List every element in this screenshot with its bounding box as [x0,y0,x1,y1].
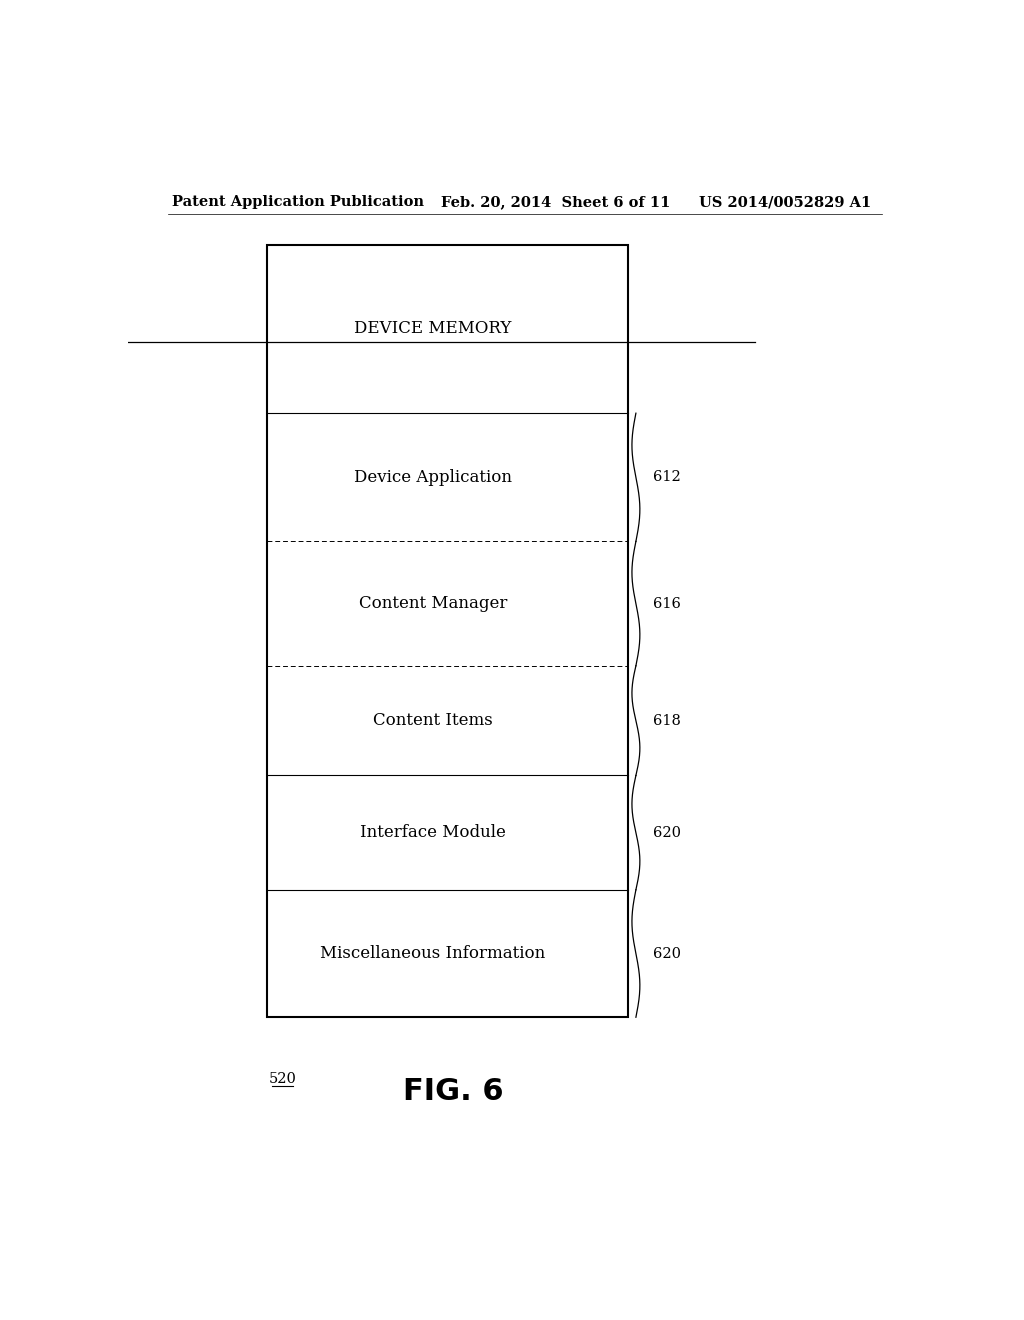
Text: DEVICE MEMORY: DEVICE MEMORY [354,321,512,338]
Text: US 2014/0052829 A1: US 2014/0052829 A1 [699,195,871,209]
Bar [267,244,628,1018]
Text: Content Items: Content Items [373,711,493,729]
Text: Device Application: Device Application [354,469,512,486]
Text: 612: 612 [653,470,681,484]
Text: 520: 520 [269,1072,297,1086]
Text: 616: 616 [653,597,681,611]
Text: Feb. 20, 2014  Sheet 6 of 11: Feb. 20, 2014 Sheet 6 of 11 [441,195,671,209]
Text: Content Manager: Content Manager [358,595,507,612]
Text: FIG. 6: FIG. 6 [403,1077,504,1106]
Text: 618: 618 [653,714,681,727]
Text: 620: 620 [653,825,681,840]
Text: 620: 620 [653,946,681,961]
Text: Patent Application Publication: Patent Application Publication [172,195,424,209]
Text: Interface Module: Interface Module [360,824,506,841]
Text: Miscellaneous Information: Miscellaneous Information [321,945,546,962]
